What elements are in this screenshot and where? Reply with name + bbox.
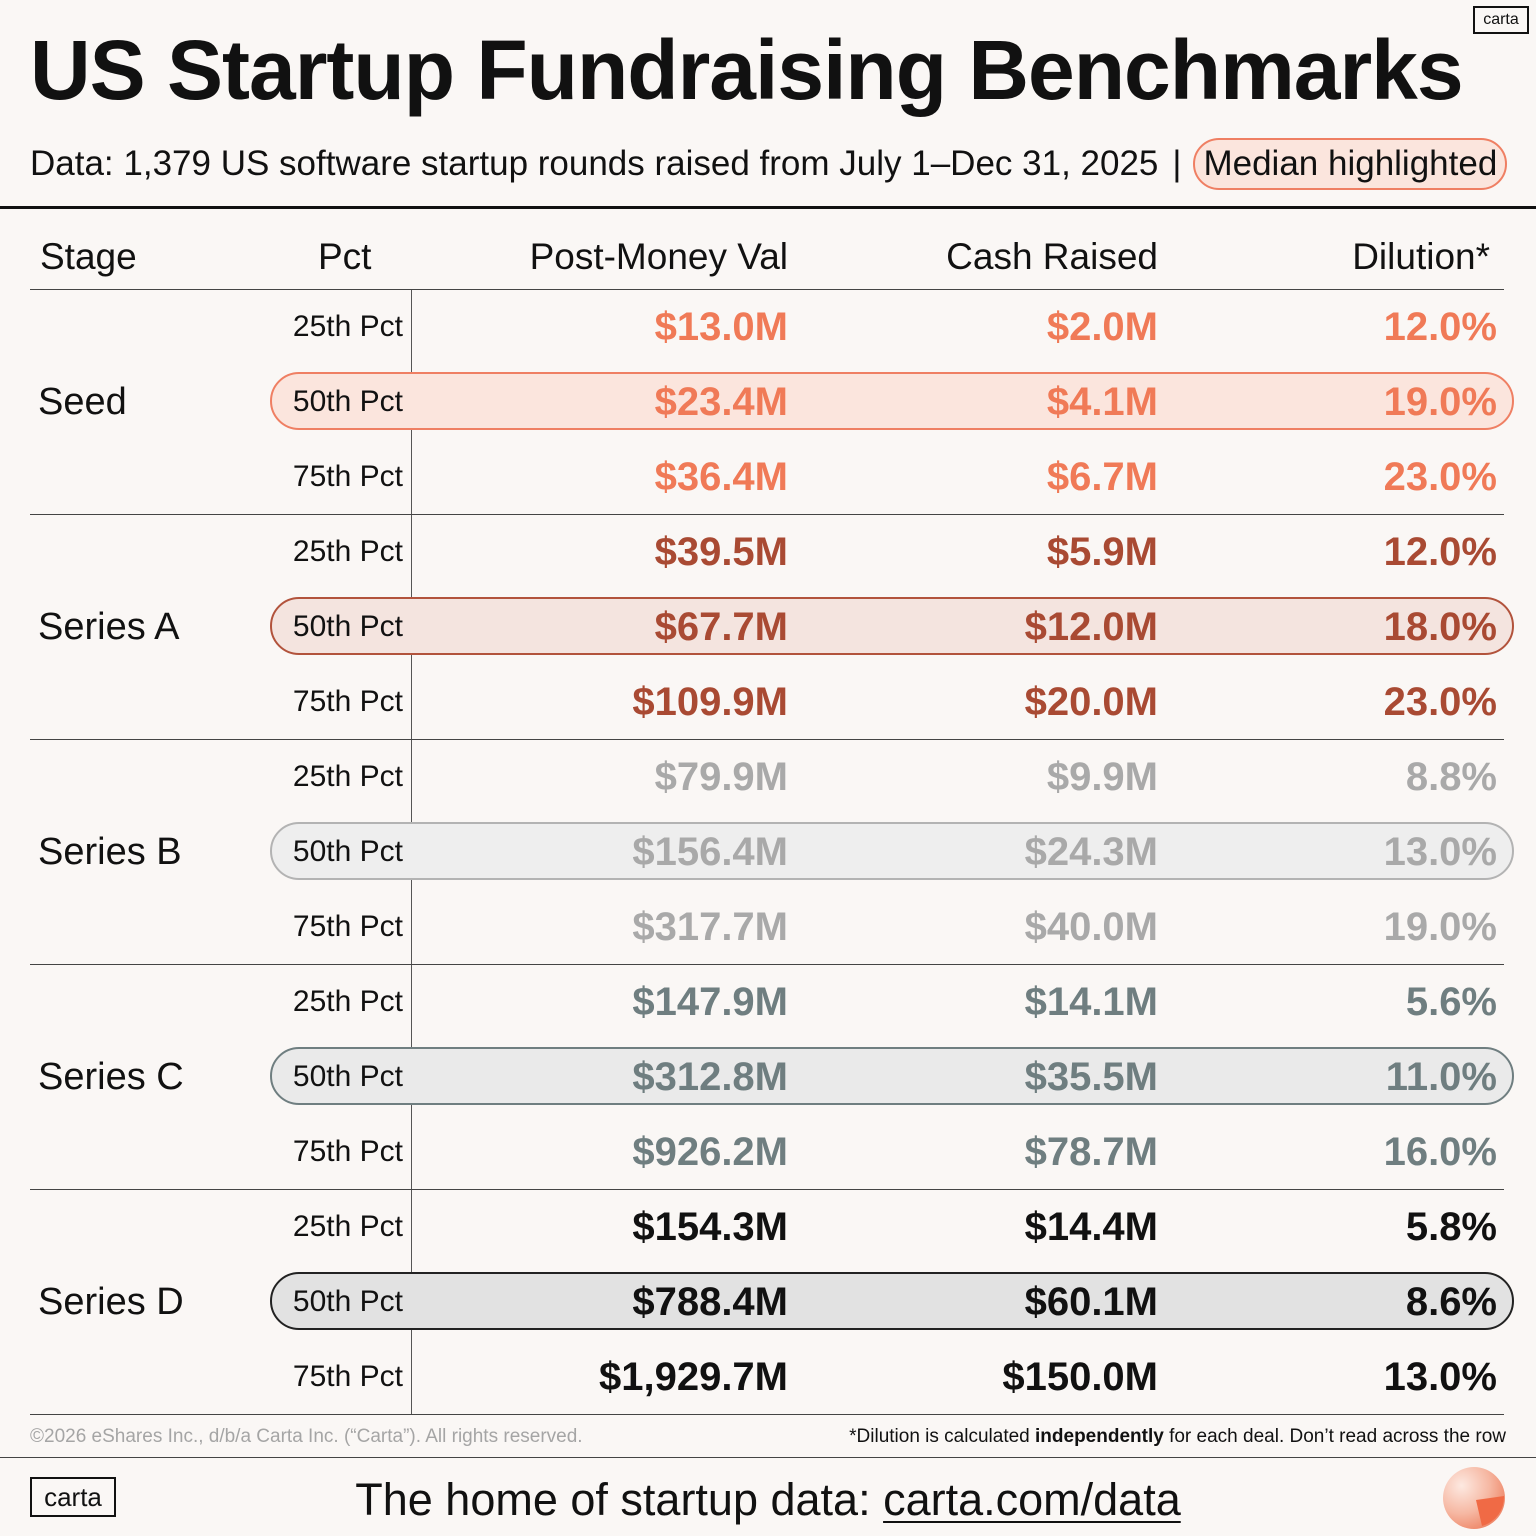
series-b-row-2-pct: 50th Pct <box>292 834 403 868</box>
seed-row-2-pct: 50th Pct <box>292 384 403 418</box>
series-a-row-1-post-money: $39.5M <box>654 529 788 574</box>
header-post-money: Post-Money Val <box>529 236 788 277</box>
series-b-row-3-post-money: $317.7M <box>632 904 788 949</box>
series-d-row-1-pct: 25th Pct <box>292 1209 403 1243</box>
series-c-row-3-dilution: 16.0% <box>1383 1129 1497 1174</box>
subtitle-separator: | <box>1172 144 1182 183</box>
series-b-row-1-cash-raised: $9.9M <box>1046 754 1158 799</box>
series-a-median-pill <box>270 597 1514 655</box>
series-b-row-2-post-money: $156.4M <box>632 829 788 874</box>
subtitle-text: Data: 1,379 US software startup rounds r… <box>30 144 1159 183</box>
series-b-row-3-pct: 75th Pct <box>292 909 403 943</box>
footnote-text-1: *Dilution is calculated <box>849 1426 1036 1447</box>
series-b-row-1-dilution: 8.8% <box>1405 754 1497 799</box>
seed-row-1-post-money: $13.0M <box>654 304 788 349</box>
series-b-median-pill <box>270 822 1514 880</box>
dilution-footnote: *Dilution is calculated independently fo… <box>849 1426 1506 1448</box>
series-a-row-3-pct: 75th Pct <box>292 684 403 718</box>
series-a-row-3-dilution: 23.0% <box>1383 679 1497 724</box>
series-d-row-2-cash-raised: $60.1M <box>1024 1279 1158 1324</box>
subtitle: Data: 1,379 US software startup rounds r… <box>30 138 1508 190</box>
carta-orb-icon <box>1443 1467 1505 1529</box>
page-title: US Startup Fundraising Benchmarks <box>30 23 1464 117</box>
footnote-bold: independently <box>1035 1426 1164 1447</box>
seed-row-2-dilution: 19.0% <box>1383 379 1497 424</box>
footer-rule <box>0 1457 1536 1458</box>
header-rule <box>0 206 1536 209</box>
series-b-row-2-dilution: 13.0% <box>1383 829 1497 874</box>
series-d-row-2-post-money: $788.4M <box>632 1279 788 1324</box>
series-b-row-1-post-money: $79.9M <box>654 754 788 799</box>
series-a-row-2-pct: 50th Pct <box>292 609 403 643</box>
series-b-stage-label: Series B <box>38 830 182 873</box>
series-c-row-2-pct: 50th Pct <box>292 1059 403 1093</box>
median-highlight-badge: Median highlighted <box>1193 138 1508 190</box>
seed-median-pill <box>270 372 1514 430</box>
series-d-row-2-pct: 50th Pct <box>292 1284 403 1318</box>
series-d-divider <box>30 1414 1504 1415</box>
series-b-row-3-dilution: 19.0% <box>1383 904 1497 949</box>
series-c-row-2-cash-raised: $35.5M <box>1024 1054 1158 1099</box>
series-c-stage-label: Series C <box>38 1055 184 1098</box>
seed-row-1-cash-raised: $2.0M <box>1046 304 1158 349</box>
seed-row-1-pct: 25th Pct <box>292 309 403 343</box>
series-c-row-1-dilution: 5.6% <box>1405 979 1497 1024</box>
series-b-row-2-cash-raised: $24.3M <box>1024 829 1158 874</box>
seed-row-1-dilution: 12.0% <box>1383 304 1497 349</box>
series-c-row-1-post-money: $147.9M <box>632 979 788 1024</box>
carta-data-link[interactable]: carta.com/data <box>883 1474 1181 1525</box>
series-a-stage-label: Series A <box>38 605 180 648</box>
series-c-divider <box>30 1189 1504 1190</box>
series-b-row-1-pct: 25th Pct <box>292 759 403 793</box>
carta-logo-top[interactable]: carta <box>1473 6 1529 34</box>
series-c-row-3-pct: 75th Pct <box>292 1134 403 1168</box>
series-b-row-3-cash-raised: $40.0M <box>1024 904 1158 949</box>
carta-logo-bottom[interactable]: carta <box>30 1477 116 1517</box>
series-c-row-2-dilution: 11.0% <box>1385 1054 1497 1099</box>
seed-row-3-dilution: 23.0% <box>1383 454 1497 499</box>
series-d-stage-label: Series D <box>38 1280 184 1323</box>
series-b-divider <box>30 964 1504 965</box>
header-dilution: Dilution* <box>1352 236 1490 277</box>
series-c-row-1-pct: 25th Pct <box>292 984 403 1018</box>
series-a-row-1-dilution: 12.0% <box>1383 529 1497 574</box>
header-cash-raised: Cash Raised <box>946 236 1158 277</box>
header-pct: Pct <box>318 236 372 277</box>
series-a-divider <box>30 739 1504 740</box>
series-c-median-pill <box>270 1047 1514 1105</box>
series-d-row-3-cash-raised: $150.0M <box>1002 1354 1158 1399</box>
series-c-row-3-cash-raised: $78.7M <box>1024 1129 1158 1174</box>
seed-row-3-cash-raised: $6.7M <box>1046 454 1158 499</box>
seed-row-3-pct: 75th Pct <box>292 459 403 493</box>
header-stage: Stage <box>40 236 137 277</box>
table-top-line <box>30 289 1504 290</box>
series-a-row-2-cash-raised: $12.0M <box>1024 604 1158 649</box>
copyright: ©2026 eShares Inc., d/b/a Carta Inc. (“C… <box>30 1426 583 1447</box>
tagline: The home of startup data: carta.com/data <box>0 1470 1536 1530</box>
seed-stage-label: Seed <box>38 380 127 423</box>
tagline-text: The home of startup data: <box>355 1474 884 1525</box>
series-a-row-2-post-money: $67.7M <box>654 604 788 649</box>
seed-divider <box>30 514 1504 515</box>
series-a-row-1-pct: 25th Pct <box>292 534 403 568</box>
series-a-row-3-cash-raised: $20.0M <box>1024 679 1158 724</box>
series-d-row-1-post-money: $154.3M <box>632 1204 788 1249</box>
series-a-row-3-post-money: $109.9M <box>632 679 788 724</box>
seed-row-2-post-money: $23.4M <box>654 379 788 424</box>
series-d-row-1-cash-raised: $14.4M <box>1024 1204 1158 1249</box>
series-a-row-1-cash-raised: $5.9M <box>1046 529 1158 574</box>
series-d-row-3-pct: 75th Pct <box>292 1359 403 1393</box>
series-d-row-3-dilution: 13.0% <box>1383 1354 1497 1399</box>
series-d-row-1-dilution: 5.8% <box>1405 1204 1497 1249</box>
series-d-median-pill <box>270 1272 1514 1330</box>
seed-row-3-post-money: $36.4M <box>654 454 788 499</box>
footnote-text-2: for each deal. Don’t read across the row <box>1163 1426 1506 1447</box>
seed-row-2-cash-raised: $4.1M <box>1046 379 1158 424</box>
series-c-row-2-post-money: $312.8M <box>632 1054 788 1099</box>
series-d-row-3-post-money: $1,929.7M <box>598 1354 788 1399</box>
series-d-row-2-dilution: 8.6% <box>1405 1279 1497 1324</box>
series-c-row-3-post-money: $926.2M <box>632 1129 788 1174</box>
series-a-row-2-dilution: 18.0% <box>1383 604 1497 649</box>
series-c-row-1-cash-raised: $14.1M <box>1024 979 1158 1024</box>
